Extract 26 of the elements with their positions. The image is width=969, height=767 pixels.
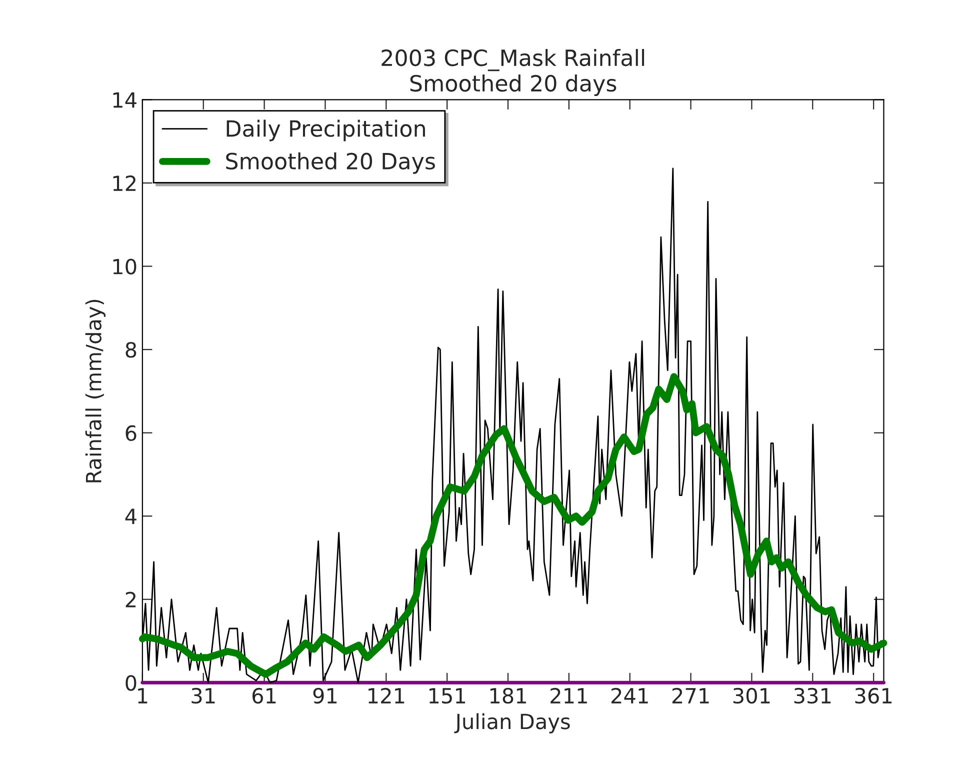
y-tick-label: 2 (126, 592, 136, 608)
y-tick-label: 10 (113, 258, 136, 274)
y-tick-label: 12 (113, 175, 136, 191)
legend-label: Smoothed 20 Days (226, 152, 435, 174)
x-tick-label: 271 (672, 688, 709, 704)
x-tick-label: 241 (612, 688, 648, 704)
y-tick-label: 14 (113, 92, 136, 108)
legend-label: Daily Precipitation (226, 120, 425, 142)
y-axis-title: Rainfall (mm/day) (85, 300, 106, 482)
y-tick-label: 4 (125, 508, 136, 524)
x-tick-label: 31 (192, 688, 215, 704)
y-tick-label: 0 (126, 675, 136, 691)
x-axis-title: Julian Days (454, 713, 570, 734)
x-tick-label: 1 (138, 688, 148, 704)
x-tick-label: 121 (368, 688, 404, 704)
chart-title: 2003 CPC_Mask Rainfall Smoothed 20 days (382, 48, 644, 96)
x-tick-label: 211 (550, 688, 587, 704)
x-tick-label: 331 (794, 688, 831, 704)
y-tick-label: 6 (126, 425, 136, 442)
x-tick-label: 91 (313, 688, 337, 704)
x-tick-label: 181 (490, 688, 526, 704)
x-tick-label: 361 (855, 688, 892, 704)
x-tick-label: 151 (429, 688, 466, 704)
x-tick-label: 61 (252, 688, 276, 704)
x-tick-label: 301 (733, 688, 770, 704)
y-tick-label: 8 (126, 342, 136, 358)
